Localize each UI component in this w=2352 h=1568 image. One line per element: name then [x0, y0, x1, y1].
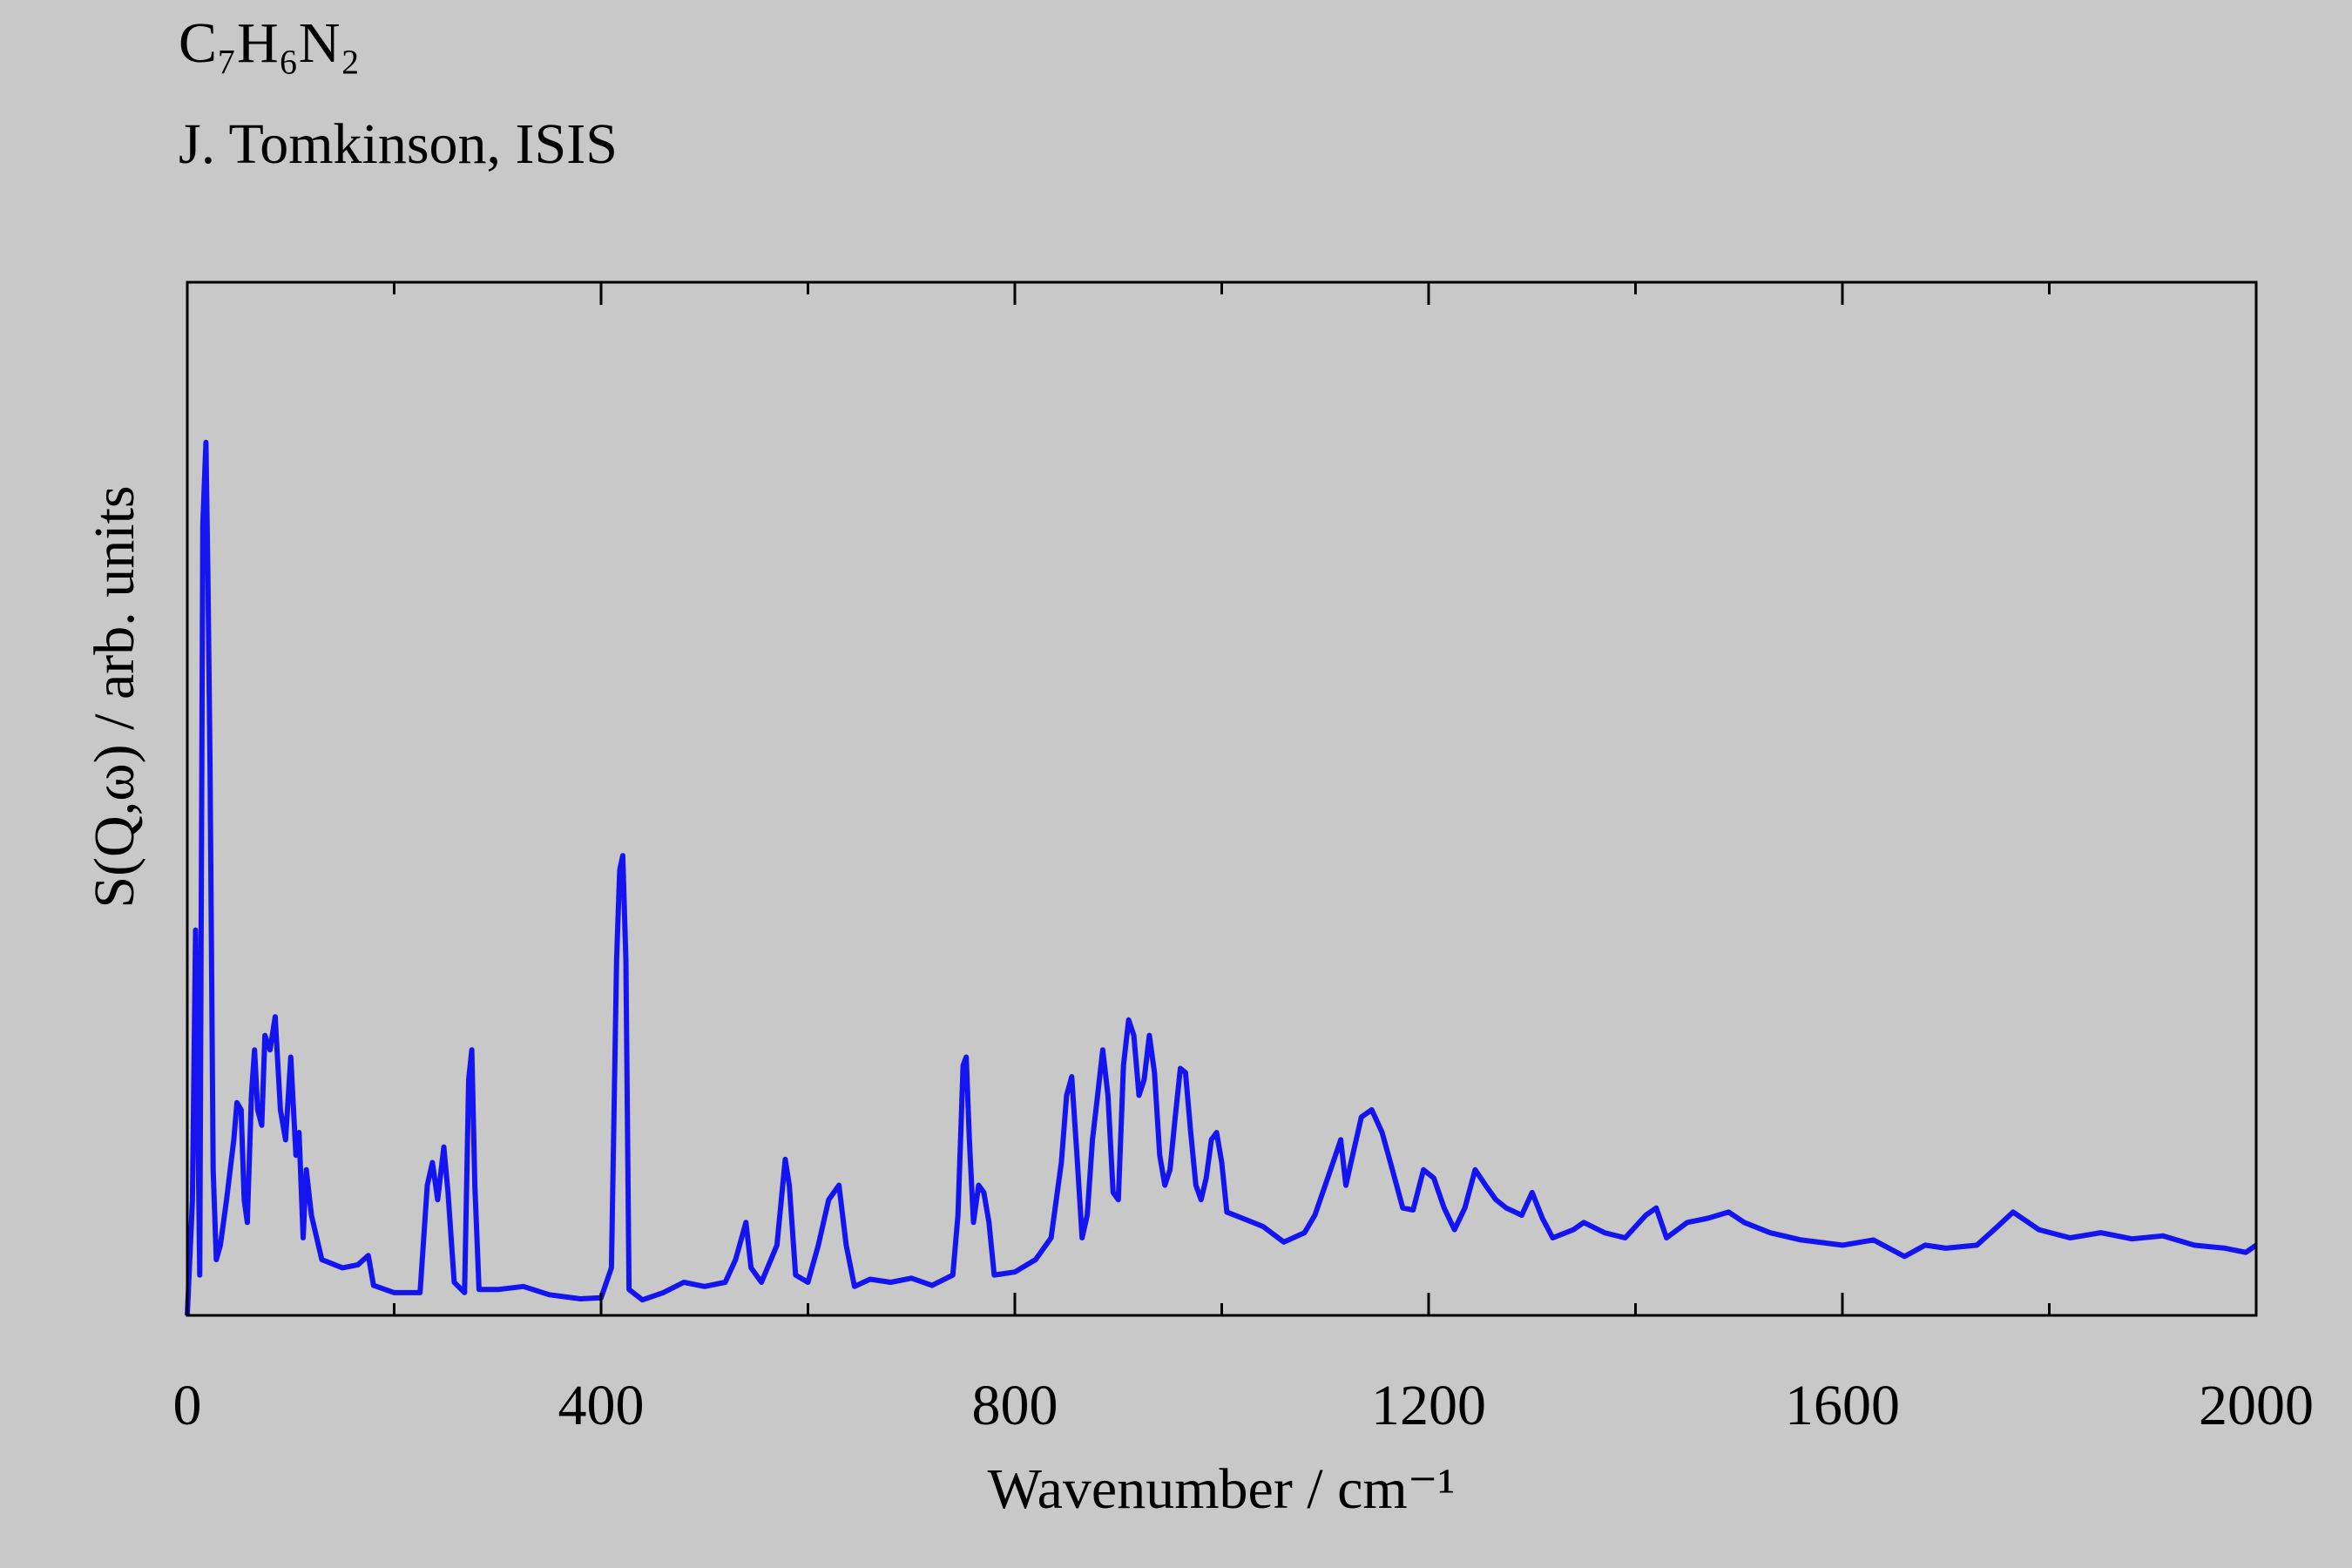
x-tick-label: 800	[972, 1374, 1058, 1437]
spectrum-line	[185, 439, 2258, 1316]
x-tick-label: 400	[558, 1374, 645, 1437]
x-tick-label: 1600	[1785, 1374, 1900, 1437]
y-axis-label: S(Q,ω) / arb. units	[83, 485, 146, 908]
chart-subtitle: J. Tomkinson, ISIS	[179, 112, 618, 176]
chart-title: C₇H₆N₂	[179, 11, 360, 75]
x-axis-label: Wavenumber / cm⁻¹	[988, 1457, 1456, 1521]
x-tick-label: 2000	[2199, 1374, 2314, 1437]
x-tick-label: 0	[173, 1374, 202, 1437]
x-tick-label: 1200	[1371, 1374, 1486, 1437]
